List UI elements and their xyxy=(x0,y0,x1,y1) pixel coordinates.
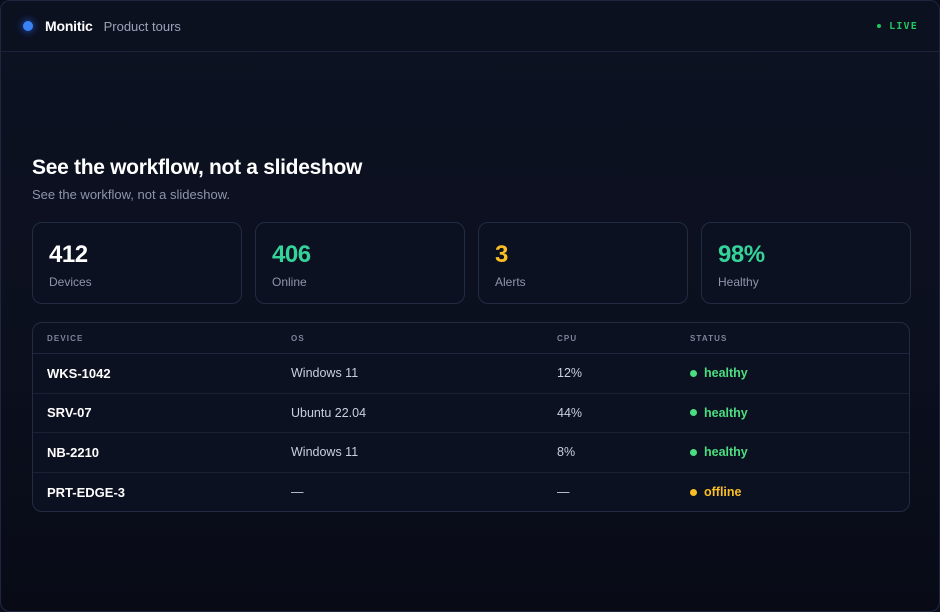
table-row[interactable]: WKS-1042 Windows 11 12% healthy xyxy=(33,354,909,394)
device-os: Windows 11 xyxy=(291,445,359,460)
device-os: — xyxy=(291,485,304,500)
device-cpu: 12% xyxy=(557,366,583,381)
status-text: healthy xyxy=(704,405,748,420)
status-text: healthy xyxy=(704,366,748,381)
stat-value: 3 xyxy=(495,241,508,268)
status-text: healthy xyxy=(704,445,748,460)
stats-row: 412 Devices 406 Online 3 Alerts 98% Heal… xyxy=(32,222,911,304)
stat-card-healthy[interactable]: 98% Healthy xyxy=(701,222,911,304)
table-row[interactable]: SRV-07 Ubuntu 22.04 44% healthy xyxy=(33,394,909,433)
status-badge: healthy xyxy=(690,445,909,459)
device-os: Windows 11 xyxy=(291,366,359,381)
status-dot-icon xyxy=(690,409,697,417)
page-subtitle: See the workflow, not a slideshow. xyxy=(32,187,231,202)
stat-label: Healthy xyxy=(718,275,759,289)
status-badge: healthy xyxy=(690,406,909,420)
top-bar: Monitic Product tours LIVE xyxy=(1,1,939,52)
stat-label: Devices xyxy=(49,275,92,289)
stat-card-online[interactable]: 406 Online xyxy=(255,222,465,304)
page-title: See the workflow, not a slideshow xyxy=(32,156,363,179)
column-header-status[interactable]: STATUS xyxy=(690,333,728,343)
brand-name[interactable]: Monitic xyxy=(45,18,93,34)
brand-logo-icon xyxy=(23,21,33,31)
table-header: DEVICE OS CPU STATUS xyxy=(33,323,909,354)
device-name: NB-2210 xyxy=(47,444,100,460)
stat-card-alerts[interactable]: 3 Alerts xyxy=(478,222,688,304)
stat-label: Alerts xyxy=(495,275,526,289)
table-row[interactable]: PRT-EDGE-3 — — offline xyxy=(33,473,909,512)
device-cpu: — xyxy=(557,485,570,500)
stat-value: 412 xyxy=(49,241,88,268)
device-cpu: 44% xyxy=(557,405,583,420)
live-dot-icon xyxy=(877,24,882,28)
table-row[interactable]: NB-2210 Windows 11 8% healthy xyxy=(33,433,909,473)
device-name: SRV-07 xyxy=(47,405,92,421)
column-header-device[interactable]: DEVICE xyxy=(47,333,84,343)
devices-table: DEVICE OS CPU STATUS WKS-1042 Windows 11… xyxy=(32,322,910,512)
status-dot-icon xyxy=(690,448,697,456)
live-label: LIVE xyxy=(889,20,918,32)
device-name: WKS-1042 xyxy=(47,365,111,381)
stat-value: 98% xyxy=(718,241,765,268)
stat-label: Online xyxy=(272,275,307,289)
device-name: PRT-EDGE-3 xyxy=(47,484,126,500)
status-dot-icon xyxy=(690,369,697,377)
device-os: Ubuntu 22.04 xyxy=(291,405,367,420)
status-badge: healthy xyxy=(690,366,909,380)
column-header-os[interactable]: OS xyxy=(291,333,305,343)
status-badge: offline xyxy=(690,485,909,499)
column-header-cpu[interactable]: CPU xyxy=(557,333,578,343)
live-indicator: LIVE xyxy=(877,21,918,32)
status-text: offline xyxy=(704,485,742,500)
stat-card-devices[interactable]: 412 Devices xyxy=(32,222,242,304)
breadcrumb[interactable]: Product tours xyxy=(103,18,181,34)
device-cpu: 8% xyxy=(557,445,576,460)
status-dot-icon xyxy=(690,488,697,496)
stat-value: 406 xyxy=(272,241,311,268)
